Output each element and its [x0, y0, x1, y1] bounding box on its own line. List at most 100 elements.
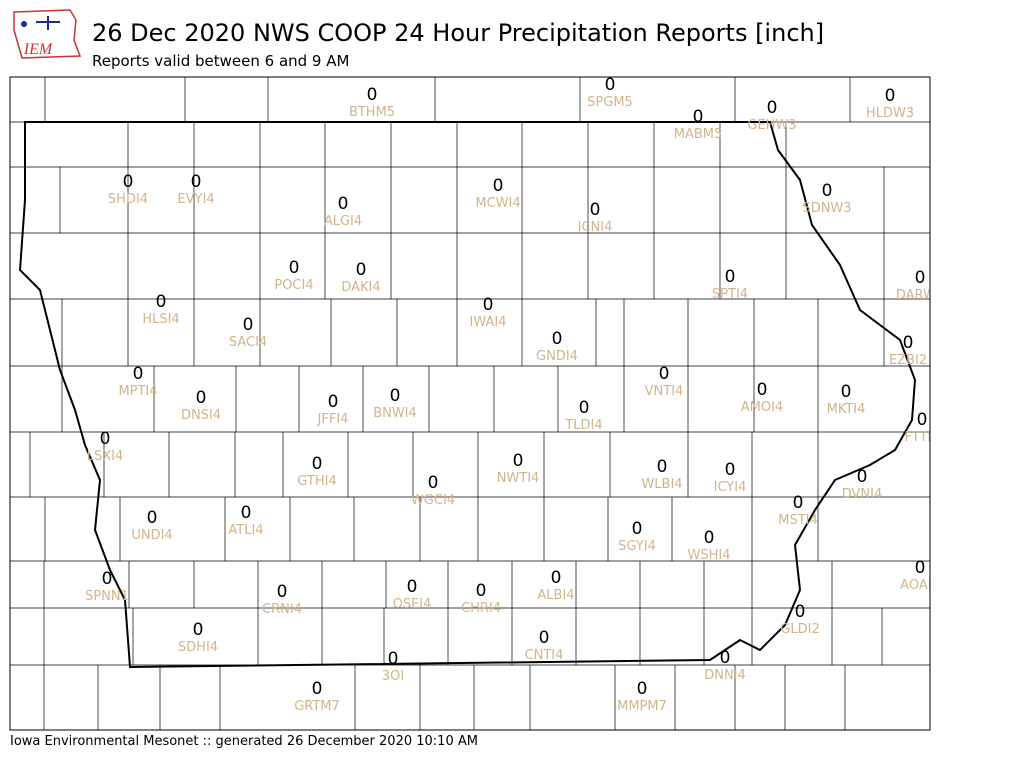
station-id: SPNN1	[85, 589, 129, 604]
footer: Iowa Environmental Mesonet :: generated …	[10, 734, 478, 749]
station-id: HLDW3	[866, 106, 914, 121]
station-value: 0	[725, 267, 736, 287]
map-frame	[9, 76, 931, 731]
county-lines	[10, 77, 930, 730]
station-value: 0	[147, 508, 158, 528]
station-value: 0	[767, 98, 778, 118]
station-value: 0	[241, 503, 252, 523]
station-value: 0	[100, 429, 111, 449]
station-id: CHRI4	[461, 601, 501, 616]
station-value: 0	[841, 382, 852, 402]
station-id: HLSI4	[142, 312, 179, 327]
station-id: TLDI4	[564, 418, 602, 433]
station-id: LSXI4	[87, 449, 124, 464]
station-value: 0	[579, 398, 590, 418]
station-id: POCI4	[274, 278, 313, 293]
station-id: WLBI4	[641, 477, 682, 492]
station-id: BNWI4	[373, 406, 417, 421]
station-value: 0	[388, 649, 399, 669]
station-id: GLDI2	[780, 622, 819, 637]
station-id: OSEI4	[393, 597, 432, 612]
station-value: 0	[551, 568, 562, 588]
station-value: 0	[191, 172, 202, 192]
station-id: 3OI	[382, 669, 404, 684]
subtitle: Reports valid between 6 and 9 AM	[92, 52, 349, 70]
station-id: ALBI4	[537, 588, 574, 603]
station-id: FTTI2	[904, 430, 939, 445]
station-id: DVNI4	[842, 487, 883, 502]
station-value: 0	[657, 457, 668, 477]
station-id: AMOI4	[741, 400, 783, 415]
station-value: 0	[133, 364, 144, 384]
station-value: 0	[156, 292, 167, 312]
station-value: 0	[407, 577, 418, 597]
station-value: 0	[632, 519, 643, 539]
station-id: WGCI4	[411, 493, 455, 508]
station-value: 0	[725, 460, 736, 480]
station-id: MMPM7	[617, 699, 667, 714]
station-id: ALGI4	[324, 214, 362, 229]
station-id: SPGM5	[587, 95, 633, 110]
station-value: 0	[885, 86, 896, 106]
station-value: 0	[312, 454, 323, 474]
station-value: 0	[367, 85, 378, 105]
station-id: SDHI4	[178, 640, 218, 655]
station-value: 0	[704, 528, 715, 548]
station-id: GNDI4	[536, 349, 578, 364]
station-id: JFFI4	[317, 412, 349, 427]
station-id: DNNI4	[704, 668, 746, 683]
station-value: 0	[857, 467, 868, 487]
station-id: DNSI4	[181, 408, 221, 423]
station-value: 0	[476, 581, 487, 601]
station-value: 0	[243, 315, 254, 335]
station-value: 0	[917, 410, 928, 430]
station-id: DARW3	[896, 288, 944, 303]
station-id: MCWI4	[475, 196, 520, 211]
station-id: BTHM5	[349, 105, 395, 120]
station-id: MKTI4	[827, 402, 866, 417]
station-id: EZBI2	[889, 353, 927, 368]
station-id: ICNI4	[578, 220, 613, 235]
station-id: CRNI4	[262, 602, 302, 617]
station-id: MABM5	[674, 127, 723, 142]
logo: IEM	[13, 9, 82, 59]
station-value: 0	[277, 582, 288, 602]
station-value: 0	[552, 329, 563, 349]
station-id: SACI4	[229, 335, 267, 350]
station-value: 0	[659, 364, 670, 384]
station-value: 0	[338, 194, 349, 214]
station-value: 0	[795, 602, 806, 622]
state-border	[18, 121, 917, 669]
station-id: WSHI4	[688, 548, 731, 563]
station-id: IWAI4	[470, 315, 507, 330]
station-id: DAKI4	[341, 280, 380, 295]
station-value: 0	[483, 295, 494, 315]
station-value: 0	[915, 268, 926, 288]
station-value: 0	[513, 451, 524, 471]
station-value: 0	[428, 473, 439, 493]
station-value: 0	[193, 620, 204, 640]
station-value: 0	[196, 388, 207, 408]
station-id: GEHW3	[747, 118, 796, 133]
station-value: 0	[539, 628, 550, 648]
station-value: 0	[312, 679, 323, 699]
station-id: ATLI4	[228, 523, 263, 538]
station-value: 0	[720, 648, 731, 668]
station-value: 0	[289, 258, 300, 278]
station-value: 0	[102, 569, 113, 589]
station-value: 0	[915, 558, 926, 578]
station-value: 0	[123, 172, 134, 192]
station-id: SPTI4	[712, 287, 748, 302]
logo-text: IEM	[23, 41, 54, 58]
station-value: 0	[356, 260, 367, 280]
station-value: 0	[793, 493, 804, 513]
station-id: MPTI4	[118, 384, 157, 399]
station-id: GTHI4	[297, 474, 336, 489]
station-id: SHDI4	[108, 192, 148, 207]
station-id: SGYI4	[618, 539, 656, 554]
station-value: 0	[605, 75, 616, 95]
